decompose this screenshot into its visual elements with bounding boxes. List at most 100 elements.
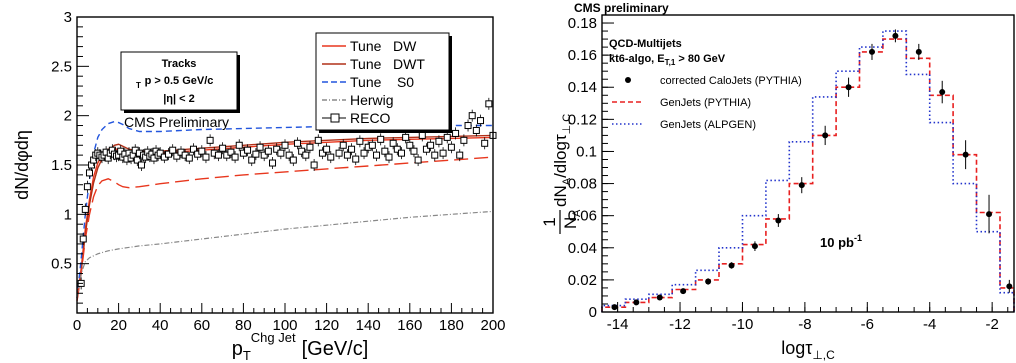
left-info-line3: |η| < 2 [163,93,195,105]
left-reco-point [481,139,489,147]
right-x-tick-label: -8 [798,316,811,333]
left-x-tick-label: 20 [110,317,127,334]
left-legend-entry: Tune S0 [322,74,414,90]
left-reco-point [273,145,281,153]
left-reco-point [414,156,422,164]
right-x-tick-label: -14 [607,316,629,333]
left-y-tick-label: 1.5 [51,157,72,174]
left-x-tick-label: 100 [272,317,297,334]
right-x-label-main: logτ [781,338,812,358]
left-y-tick-label: 1 [64,206,72,223]
right-x-tick-label: -6 [861,316,874,333]
right-y-tick-label: 0.18 [568,15,597,32]
right-y-label-frac-den-sub: A [571,209,583,217]
right-calojet-point [986,211,993,218]
left-legend-entry: RECO [322,110,391,126]
right-y-tick-label: 0 [589,304,597,321]
right-calojet-point [728,262,735,269]
left-reco-point [418,131,426,139]
left-info-line2-sub: T [136,81,141,90]
right-calojet-point [822,132,829,139]
left-reco-point [83,183,91,191]
left-info-line2-text: p > 0.5 GeV/c [145,75,214,87]
left-reco-point [377,135,385,143]
left-info-box-shadow-right [237,55,240,113]
right-points-group [611,29,1013,311]
right-y-label-tail-sub: ⊥,C [561,114,573,135]
right-y-tick-label: 0.16 [568,47,597,64]
left-x-ticks: 0 20 40 60 80 100 120 140 160 180 200 [73,303,506,334]
left-reco-point [169,146,177,154]
right-y-tick-label: 0.06 [568,208,597,225]
left-legend-label: Tune S0 [350,74,414,90]
left-reco-point [385,153,393,161]
right-calojet-point [633,299,640,306]
left-x-tick-label: 0 [73,317,81,334]
left-info-box-frame [120,51,238,111]
left-reco-point [189,145,197,153]
left-y-tick-label: 3 [64,9,72,26]
left-info-box-shadow-bottom [124,110,240,113]
right-y-ticks: 0 0.02 0.04 0.06 0.08 0.1 0.12 0.14 0.16 0.18 [568,15,614,321]
left-reco-point [472,126,480,134]
left-series-line [76,210,494,299]
right-calojet-point [775,217,782,224]
left-reco-point [343,151,351,159]
left-x-tick-label: 160 [397,317,422,334]
left-reco-point [298,147,306,155]
left-reco-point [165,150,173,158]
left-reco-point [373,151,381,159]
left-reco-point [456,151,464,159]
left-reco-point [443,133,451,141]
right-info-line2: kt6-algo, ET,1 > 80 GeV [609,53,726,67]
left-x-axis-label: pTChg Jet [GeV/c] [232,330,369,363]
right-calojet-point [656,294,663,301]
left-reco-point [231,153,239,161]
right-legend-entry: corrected CaloJets (PYTHIA) [625,75,802,87]
left-reco-point [235,141,243,149]
left-info-line1: Tracks [162,58,197,70]
right-calojet-point [1006,283,1013,290]
right-y-tick-label: 0.1 [576,143,597,160]
left-x-tick-label: 140 [356,317,381,334]
right-lumi-sup: -1 [854,233,862,243]
right-legend-label: corrected CaloJets (PYTHIA) [660,75,802,87]
left-reco-point [219,144,227,152]
left-reco-point [206,136,214,144]
left-legend-shadow-right [449,36,452,133]
right-y-label-rest-sub: A [561,177,573,185]
left-reco-point [314,136,322,144]
left-reco-point [133,156,141,164]
left-x-label-main: p [232,338,243,360]
right-y-tick-label: 0.02 [568,272,597,289]
right-legend-entry: GenJets (ALPGEN) [612,119,756,131]
left-reco-point [293,139,301,147]
right-y-label-rest: dNA/dlogτ⊥,C [551,114,573,207]
left-legend-entry: Tune DW [322,38,417,54]
left-reco-point [402,133,410,141]
right-calojet-point [751,243,758,250]
right-legend-entry: GenJets (PYTHIA) [612,97,751,109]
left-reco-point [318,149,326,157]
left-reco-point [202,153,210,161]
left-reco-point [260,151,268,159]
left-reco-point [173,152,181,160]
left-x-label-sup: Chg Jet [251,330,296,345]
left-reco-point [327,153,335,161]
right-calojet-point [939,89,946,96]
right-legend: corrected CaloJets (PYTHIA) GenJets (PYTH… [612,75,802,131]
right-chart: CMS preliminary -14 -12 -10 -8 -6 -4 -2 00.020… [540,1,1015,362]
left-reco-point [464,122,472,130]
left-series-line [76,134,494,301]
left-reco-point [323,145,331,153]
left-reco-point [356,137,364,145]
right-calojet-point [611,304,618,311]
left-x-tick-label: 200 [480,317,505,334]
left-reco-point [285,151,293,159]
left-reco-point [477,117,485,125]
left-reco-point [435,137,443,145]
right-legend-swatch-marker [625,77,631,83]
left-y-axis-label: dN/dφdη [12,130,32,200]
left-reco-point [431,151,439,159]
left-reco-point [360,149,368,157]
